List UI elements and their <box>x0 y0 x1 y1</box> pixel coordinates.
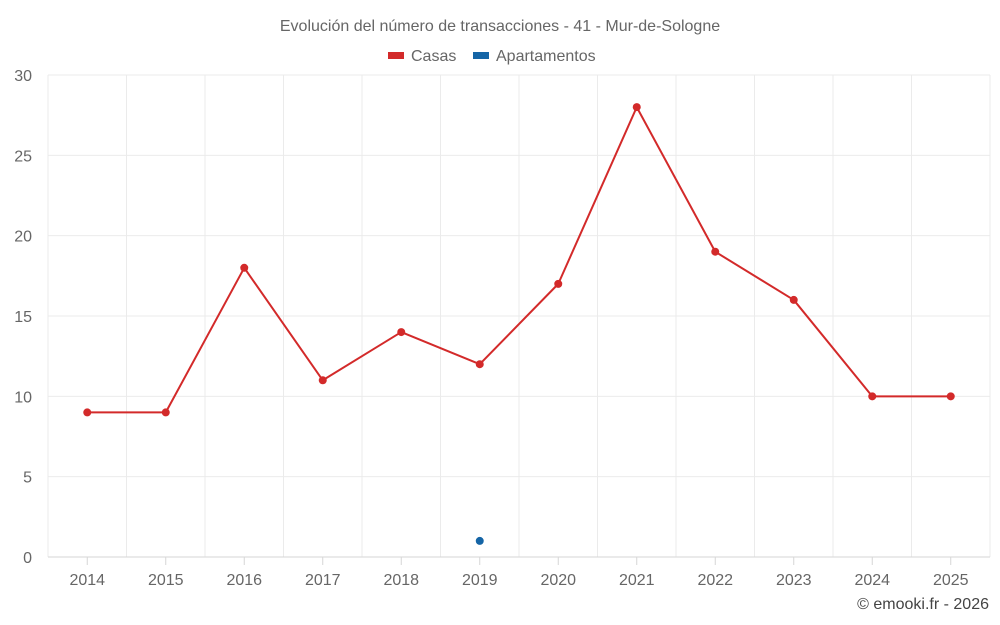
legend-swatch-casas <box>388 52 404 59</box>
data-point-casas[interactable] <box>240 263 249 272</box>
data-point-apartamentos[interactable] <box>475 536 484 545</box>
y-tick-label: 10 <box>14 389 32 406</box>
x-tick-label: 2016 <box>226 572 262 589</box>
series-casas <box>83 103 955 417</box>
x-tick-label: 2024 <box>854 572 890 589</box>
legend-label-casas: Casas <box>411 48 456 65</box>
data-point-casas[interactable] <box>946 392 955 401</box>
y-tick-label: 25 <box>14 148 32 165</box>
data-point-casas[interactable] <box>161 408 170 417</box>
chart-title: Evolución del número de transacciones - … <box>280 18 720 35</box>
series-line-casas <box>87 106 951 414</box>
x-tick-label: 2020 <box>540 572 576 589</box>
y-tick-label: 0 <box>23 550 32 567</box>
data-point-casas[interactable] <box>868 392 877 401</box>
x-tick-label: 2021 <box>619 572 655 589</box>
x-tick-label: 2025 <box>933 572 969 589</box>
data-point-casas[interactable] <box>83 408 92 417</box>
legend-item-apartamentos[interactable]: Apartamentos <box>473 48 596 65</box>
chart-grid <box>47 74 991 557</box>
data-point-casas[interactable] <box>318 376 327 385</box>
x-tick-label: 2019 <box>462 572 498 589</box>
data-point-casas[interactable] <box>632 103 641 112</box>
y-tick-label: 15 <box>14 309 32 326</box>
chart-credit: © emooki.fr - 2026 <box>857 596 989 613</box>
chart-series <box>83 103 955 545</box>
x-tick-label: 2014 <box>69 572 105 589</box>
data-point-casas[interactable] <box>711 247 720 256</box>
legend-label-apartamentos: Apartamentos <box>496 48 596 65</box>
legend-item-casas[interactable]: Casas <box>388 48 456 65</box>
data-point-casas[interactable] <box>789 295 798 304</box>
legend-swatch-apartamentos <box>473 52 489 59</box>
y-tick-label: 5 <box>23 470 32 487</box>
chart-legend: Casas Apartamentos <box>388 48 596 65</box>
y-tick-label: 20 <box>14 229 32 246</box>
x-tick-label: 2018 <box>383 572 419 589</box>
data-point-casas[interactable] <box>397 328 406 337</box>
data-point-casas[interactable] <box>554 279 563 288</box>
x-tick-label: 2023 <box>776 572 812 589</box>
y-tick-label: 30 <box>14 68 32 85</box>
x-tick-label: 2017 <box>305 572 341 589</box>
data-point-casas[interactable] <box>475 360 484 369</box>
series-apartamentos <box>475 536 484 545</box>
x-tick-label: 2022 <box>697 572 733 589</box>
x-tick-label: 2015 <box>148 572 184 589</box>
